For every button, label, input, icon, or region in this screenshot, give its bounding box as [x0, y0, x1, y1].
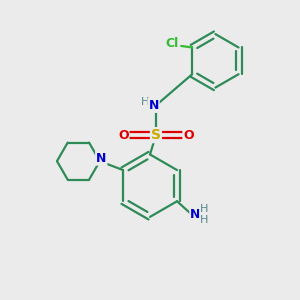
Text: H: H	[200, 204, 208, 214]
Text: N: N	[190, 208, 201, 221]
Text: Cl: Cl	[166, 37, 179, 50]
Text: O: O	[183, 129, 194, 142]
Text: O: O	[118, 129, 129, 142]
Text: S: S	[151, 128, 161, 142]
Text: H: H	[140, 97, 149, 107]
Text: N: N	[148, 99, 159, 112]
Text: N: N	[96, 152, 106, 165]
Text: H: H	[200, 215, 208, 225]
